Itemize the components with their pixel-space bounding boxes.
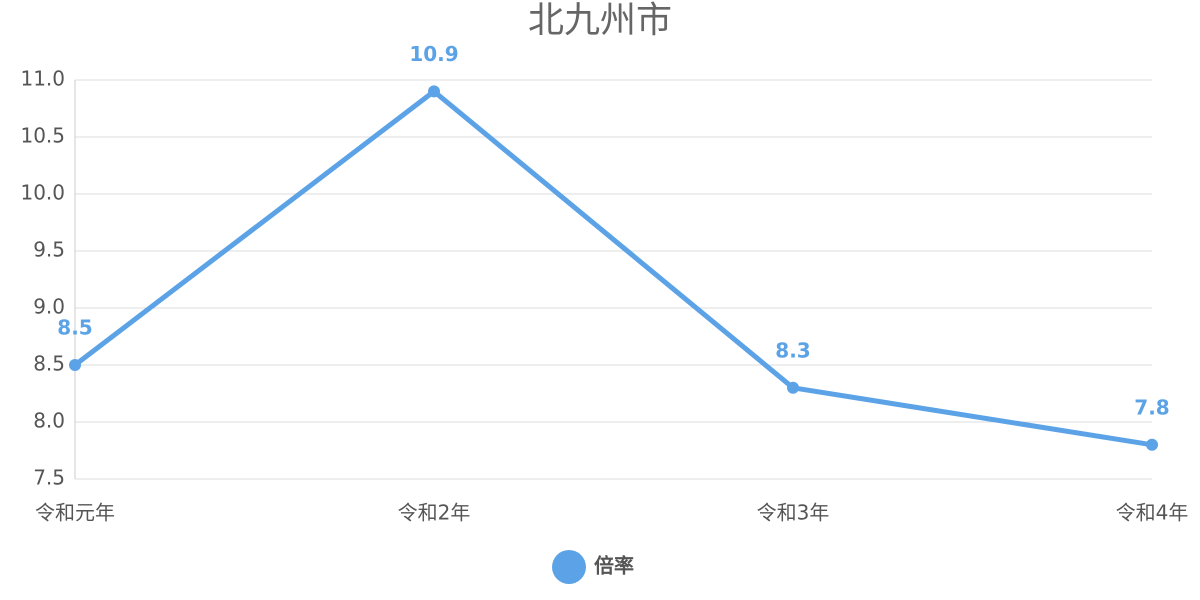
x-tick-label: 令和2年 (398, 501, 471, 525)
y-tick-label: 11.0 (20, 67, 65, 91)
line (73, 88, 1153, 448)
point (787, 381, 799, 394)
point (69, 359, 81, 371)
point (1146, 438, 1158, 451)
chart-title: 北九州市 (528, 0, 672, 41)
data-label: 10.9 (409, 42, 458, 66)
y-tick-label: 8.5 (33, 352, 65, 376)
y-tick-label: 9.0 (33, 295, 65, 319)
y-tick-label: 10.5 (20, 124, 65, 148)
legend-label: 倍率 (594, 554, 634, 578)
x-tick-label: 令和4年 (1116, 501, 1189, 525)
x-tick-label: 令和元年 (35, 501, 115, 525)
legend-marker (552, 550, 586, 584)
point (428, 85, 440, 98)
y-tick-label: 10.0 (20, 181, 65, 205)
x-tick-label: 令和3年 (757, 501, 830, 525)
y-tick-label: 8.0 (33, 409, 65, 433)
y-tick-label: 9.5 (33, 238, 65, 262)
data-label: 7.8 (1134, 395, 1169, 419)
data-label: 8.5 (57, 316, 92, 340)
y-tick-label: 7.5 (33, 466, 65, 490)
data-label: 8.3 (775, 338, 810, 362)
